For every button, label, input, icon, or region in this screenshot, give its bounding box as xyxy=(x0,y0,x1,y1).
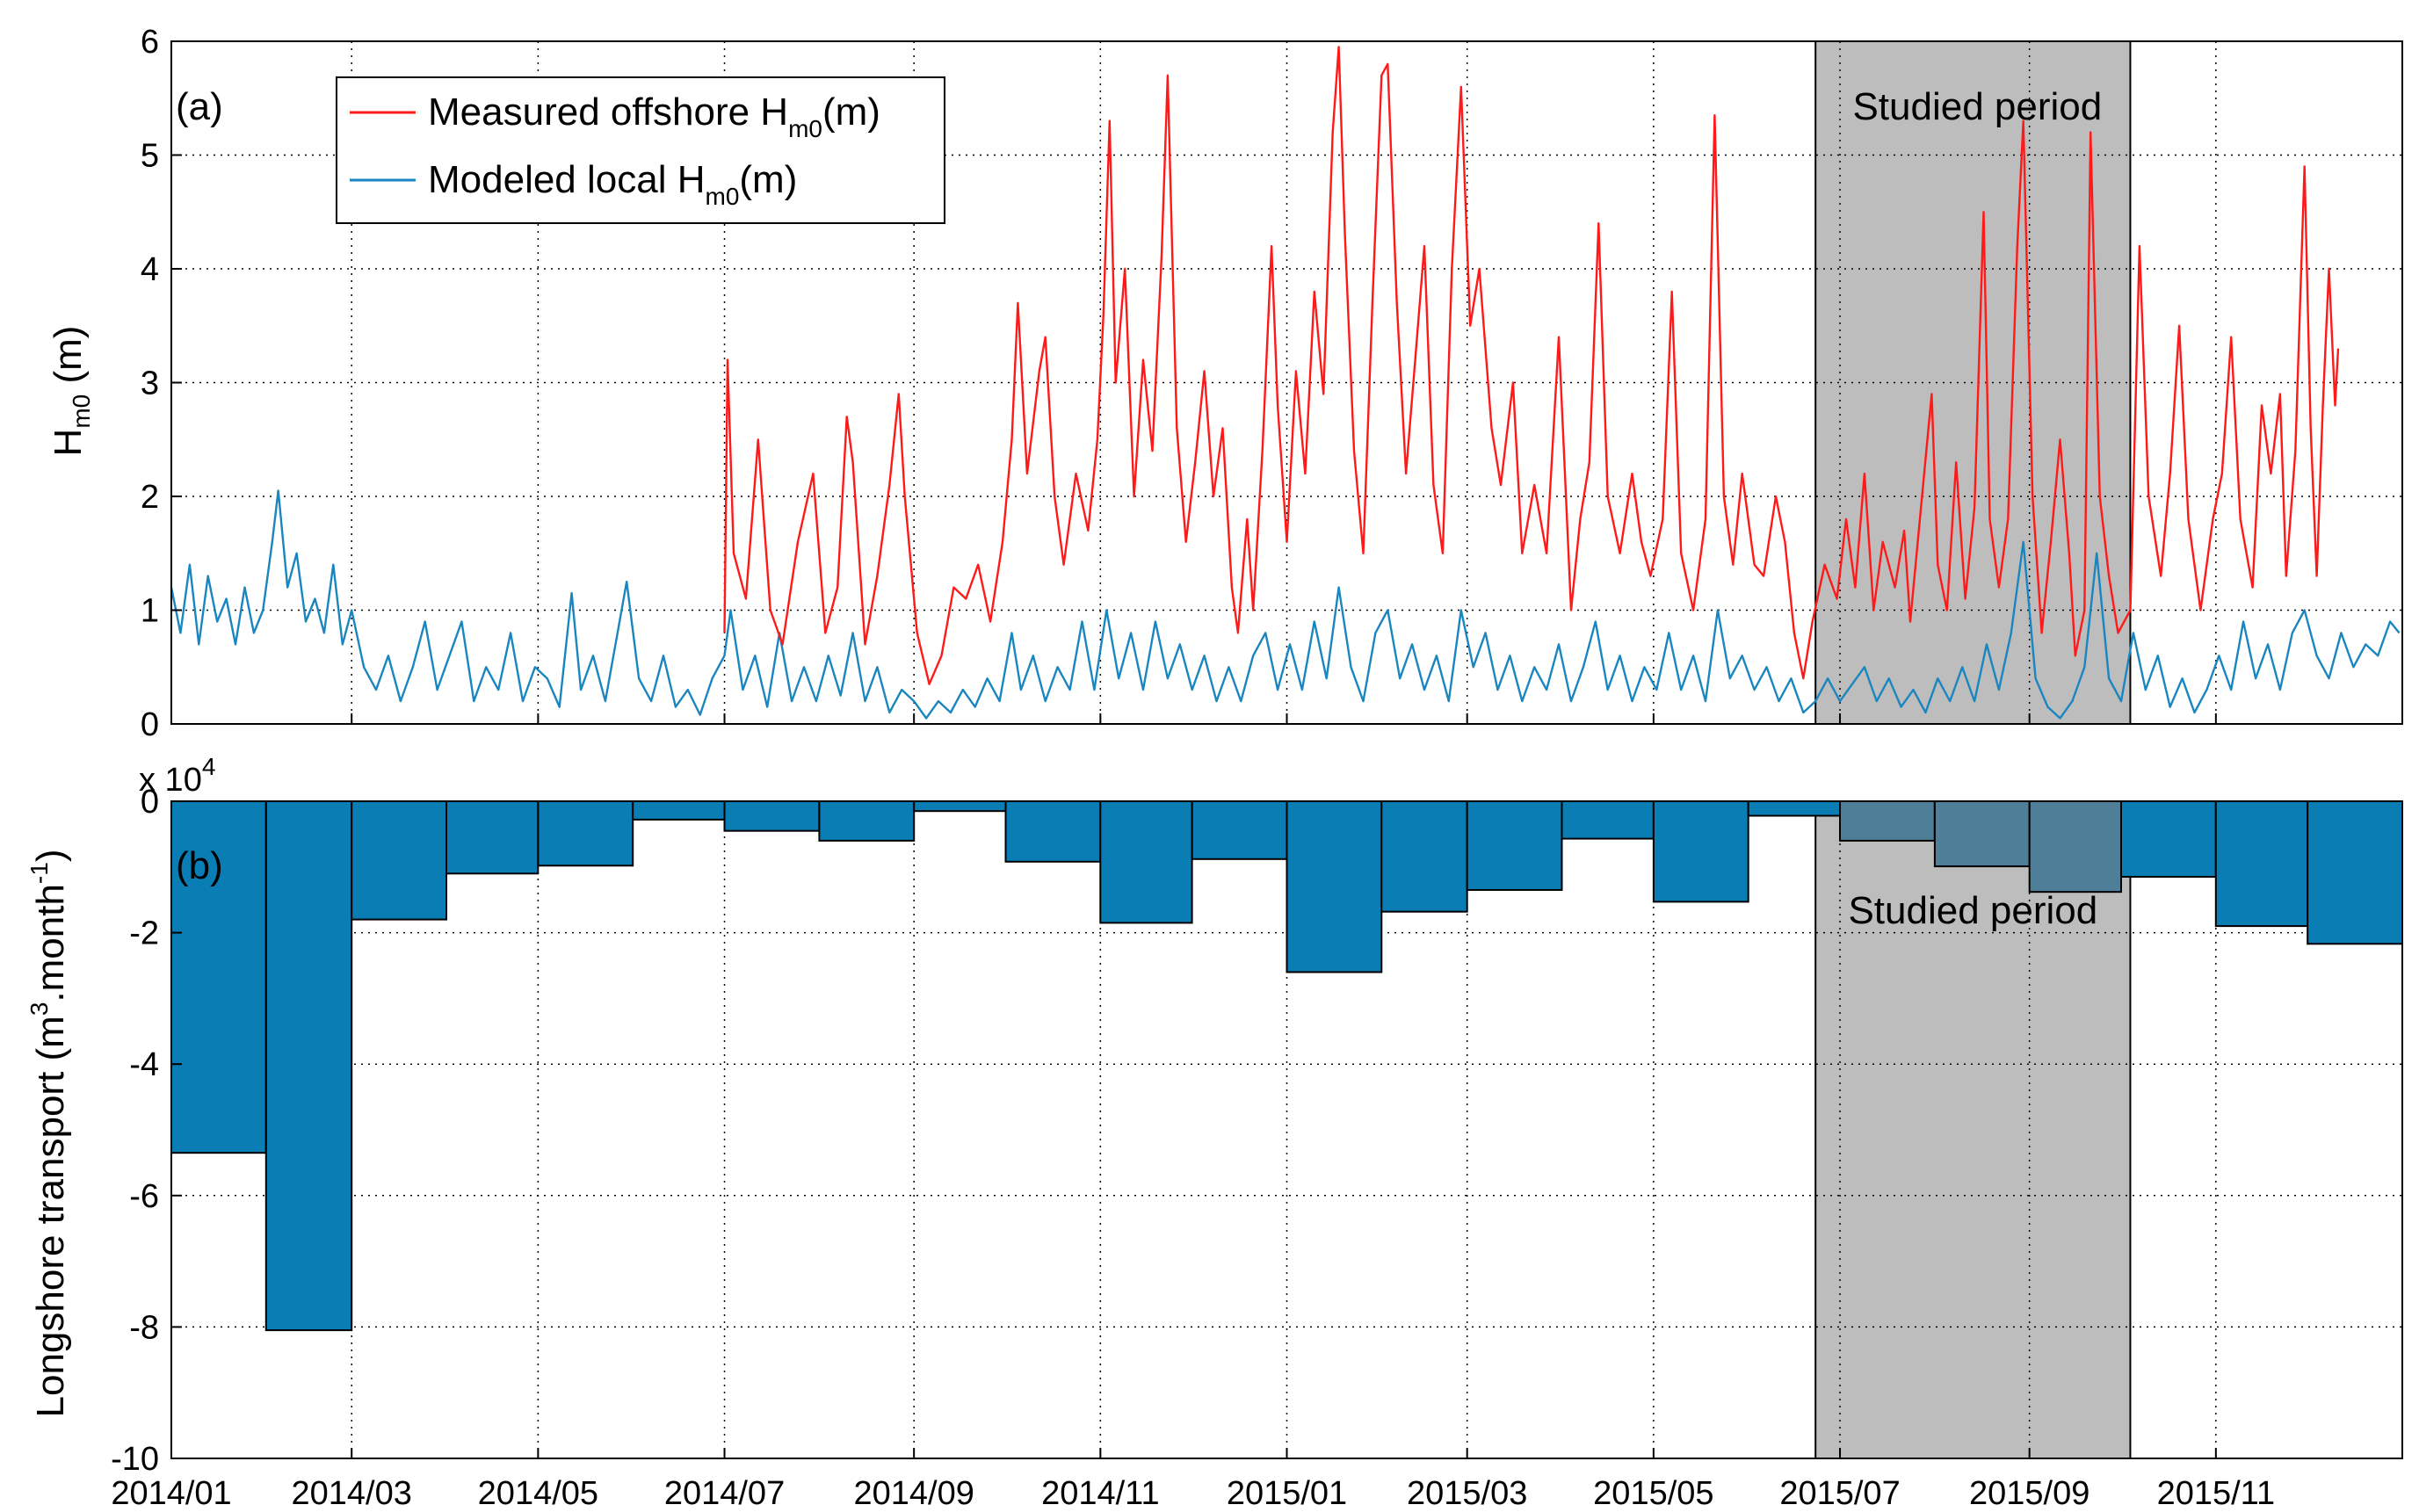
x-tick-label: 2015/01 xyxy=(1227,1475,1347,1512)
bar-2015-10 xyxy=(2120,800,2217,878)
legend-label-measured: Measured offshore Hm0(m) xyxy=(428,90,880,142)
series-a xyxy=(170,46,2401,720)
bar-2014-06 xyxy=(632,800,726,821)
bar-2014-10 xyxy=(1004,800,1102,863)
bar-2015-12 xyxy=(2307,800,2403,945)
x-tick-label: 2015/11 xyxy=(2157,1475,2276,1512)
y-tick-label-a: 5 xyxy=(141,138,159,175)
y-tick-label-b: -2 xyxy=(129,915,159,952)
x-tick-label: 2014/07 xyxy=(664,1475,785,1512)
y-tick-label-b: -6 xyxy=(129,1178,159,1215)
bar-2014-03 xyxy=(351,800,448,921)
bar-2014-12 xyxy=(1191,800,1288,860)
panel-b-longshore-transport-chart: 0 -2 -4 -6 -8 -10 (b) Studied period x 104 Lo… xyxy=(25,753,2403,1478)
bar-2015-05 xyxy=(1652,800,1749,903)
bar-2014-09 xyxy=(913,800,1007,813)
y-tick-label-a: 3 xyxy=(141,365,159,402)
y-tick-label-b: -10 xyxy=(111,1441,159,1478)
y-tick-label-a: 6 xyxy=(141,24,159,61)
bar-2014-04 xyxy=(445,800,540,875)
studied-period-shade-b xyxy=(1814,800,2132,1459)
y-axis-label-b: Longshore transport (m3.month-1) xyxy=(25,850,72,1418)
y-tick-label-a: 2 xyxy=(141,479,159,516)
panel-a-wave-height-chart: 0 1 2 3 4 5 6 (a) Studied period Hm0 (m) Measu… xyxy=(47,24,2403,743)
y-tick-label-b: -8 xyxy=(129,1309,159,1346)
legend-box xyxy=(336,76,945,224)
y-tick-label-b: -4 xyxy=(129,1046,159,1083)
bar-2015-09 xyxy=(2028,800,2122,893)
x-tick-label: 2014/03 xyxy=(292,1475,412,1512)
bar-2015-11 xyxy=(2214,800,2309,928)
bar-2015-03 xyxy=(1466,800,1563,891)
bar-2015-04 xyxy=(1561,800,1655,840)
y-tick-label-a: 0 xyxy=(141,706,159,743)
x-tick-label: 2015/09 xyxy=(1969,1475,2089,1512)
bar-2014-08 xyxy=(818,800,916,842)
bar-2015-08 xyxy=(1933,800,2031,868)
x-tick-label: 2015/03 xyxy=(1407,1475,1527,1512)
studied-period-label-a: Studied period xyxy=(1852,85,2102,128)
x-tick-label: 2014/09 xyxy=(853,1475,974,1512)
studied-period-label-b: Studied period xyxy=(1848,889,2097,932)
series-line-modeled xyxy=(170,489,2401,720)
bar-2014-02 xyxy=(264,800,353,1332)
y-tick-label-b: 0 xyxy=(141,784,159,821)
x-tick-label: 2015/05 xyxy=(1593,1475,1713,1512)
y-tick-label-a: 1 xyxy=(141,593,159,630)
series-line-measured xyxy=(723,46,2340,685)
y-axis-label-a: Hm0 (m) xyxy=(47,326,95,457)
plot-frame-b xyxy=(170,800,2403,1459)
y-tick-label-a: 4 xyxy=(141,251,159,288)
bar-2015-06 xyxy=(1747,800,1841,817)
x-tick-label: 2014/01 xyxy=(111,1475,231,1512)
x-tick-label: 2015/07 xyxy=(1779,1475,1900,1512)
bar-2014-05 xyxy=(537,800,634,867)
legend-label-modeled: Modeled local Hm0(m) xyxy=(428,158,797,210)
bar-2014-11 xyxy=(1099,800,1193,924)
panel-label-b: (b) xyxy=(176,844,223,887)
bar-2014-07 xyxy=(723,800,821,832)
x-tick-label: 2014/05 xyxy=(478,1475,598,1512)
panel-label-a: (a) xyxy=(176,85,223,128)
y-ticks-a: 0 1 2 3 4 5 6 xyxy=(141,24,182,743)
y-axis-multiplier: x 104 xyxy=(139,753,215,799)
legend: Measured offshore Hm0(m) Modeled local H… xyxy=(336,76,945,224)
x-tick-label: 2014/11 xyxy=(1041,1475,1160,1512)
bars-b xyxy=(170,800,2403,1332)
x-tick-labels: 2014/01 2014/03 2014/05 2014/07 2014/09 2014/… xyxy=(111,1475,2275,1512)
bar-2015-02 xyxy=(1380,800,1468,913)
bar-2015-01 xyxy=(1286,800,1383,973)
bar-2015-07 xyxy=(1839,800,1936,842)
y-ticks-b: 0 -2 -4 -6 -8 -10 xyxy=(111,784,182,1478)
